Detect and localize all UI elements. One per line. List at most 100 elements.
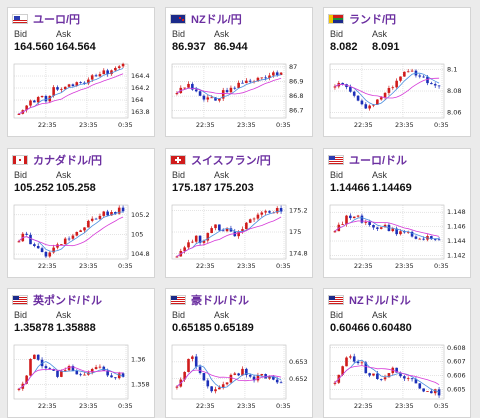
card-header: スイスフラン/円 — [170, 153, 271, 167]
candle-body — [117, 207, 121, 214]
y-tick-label: 8.1 — [447, 65, 457, 73]
candle-body — [376, 99, 379, 105]
x-tick-label: 23:35 — [395, 262, 414, 270]
ask-value: 86.944 — [214, 41, 248, 53]
candle-body — [67, 238, 71, 240]
eu-flag — [12, 14, 28, 24]
rate-card[interactable]: NZドル/ドル Bid Ask 0.60466 0.60480 0.608 0.607 0.6… — [323, 288, 471, 418]
candle-body — [406, 231, 410, 233]
candle-body — [110, 375, 113, 378]
ma-long-line — [176, 77, 282, 95]
candle-body — [341, 366, 344, 375]
candle-body — [406, 378, 410, 380]
ask-value: 175.203 — [214, 182, 254, 194]
rate-card[interactable]: スイスフラン/円 Bid Ask 175.187 175.203 175.2 175 174.… — [165, 148, 313, 278]
plot-frame — [13, 344, 129, 400]
candle-body — [229, 374, 233, 383]
candle-body — [117, 66, 121, 68]
candle-body — [221, 90, 225, 99]
candle-body — [187, 83, 190, 88]
candle-body — [426, 76, 429, 84]
candle-body — [245, 222, 248, 230]
y-tick-label: 175.2 — [289, 206, 308, 214]
candle-body — [356, 95, 360, 101]
candle-body — [356, 215, 360, 217]
y-tick-label: 164 — [131, 96, 143, 104]
pair-name[interactable]: ランド/円 — [349, 14, 397, 26]
rate-chart[interactable]: 1.36 1.358 22:35 23:35 0:35 — [10, 341, 152, 417]
rate-card[interactable]: カナダドル/円 Bid Ask 105.252 105.258 105.2 105 104.8… — [7, 148, 155, 278]
rate-chart[interactable]: 164.4 164.2 164 163.8 22:35 23:35 0:35 — [10, 60, 152, 136]
candle-body — [268, 75, 271, 78]
candle-body — [191, 83, 194, 90]
rate-chart[interactable]: 175.2 175 174.8 22:35 23:35 0:35 — [168, 201, 310, 277]
x-tick-label: 23:35 — [79, 262, 98, 270]
rate-chart[interactable]: 105.2 105 104.8 22:35 23:35 0:35 — [10, 201, 152, 277]
candle-body — [260, 374, 264, 376]
candle-body — [256, 375, 260, 381]
candle-body — [60, 371, 63, 377]
candle-body — [364, 362, 368, 374]
candle-body — [98, 74, 102, 77]
bid-value: 1.14466 — [330, 182, 370, 194]
pair-name[interactable]: ユーロ/円 — [33, 14, 81, 26]
rate-card[interactable]: 英ポンド/ドル Bid Ask 1.35878 1.35888 1.36 1.358 22:3… — [7, 288, 155, 418]
candle-body — [71, 235, 75, 239]
pair-name[interactable]: カナダドル/円 — [33, 155, 103, 167]
rate-chart[interactable]: 8.1 8.08 8.06 22:35 23:35 0:35 — [326, 60, 468, 136]
candle-body — [379, 97, 383, 100]
candle-body — [202, 373, 206, 381]
pair-name[interactable]: ユーロ/ドル — [349, 155, 408, 167]
y-tick-label: 0.653 — [289, 358, 308, 366]
candle-body — [272, 376, 275, 380]
pair-name[interactable]: 英ポンド/ドル — [33, 295, 103, 307]
pair-name[interactable]: NZドル/ドル — [349, 295, 411, 307]
candle-body — [430, 236, 433, 240]
candle-body — [272, 72, 275, 76]
bid-value: 105.252 — [14, 182, 54, 194]
ma-short-line — [18, 361, 124, 390]
candle-body — [33, 244, 36, 246]
candle-body — [395, 80, 398, 88]
candle-body — [79, 230, 82, 232]
y-tick-label: 86.7 — [289, 107, 303, 115]
rate-chart[interactable]: 0.653 0.652 22:35 23:35 0:35 — [168, 341, 310, 417]
rate-chart[interactable]: 1.148 1.146 1.144 1.142 22:35 23:35 0:35 — [326, 201, 468, 277]
candle-body — [52, 247, 55, 253]
candle-body — [376, 373, 379, 380]
ask-label: Ask — [56, 310, 72, 320]
candle-body — [48, 368, 52, 370]
bid-label: Bid — [172, 29, 186, 39]
candle-body — [106, 70, 109, 75]
pair-name[interactable]: NZドル/円 — [191, 14, 242, 26]
x-tick-label: 22:35 — [196, 262, 215, 270]
rate-card[interactable]: 豪ドル/ドル Bid Ask 0.65185 0.65189 0.653 0.652 22:3… — [165, 288, 313, 418]
card-header: NZドル/円 — [170, 12, 242, 26]
ma-short-line — [176, 210, 282, 257]
rate-card[interactable]: ランド/円 Bid Ask 8.082 8.091 8.1 8.08 8.06 22:35 23:… — [323, 7, 471, 137]
candle-body — [44, 95, 48, 102]
candle-body — [237, 82, 240, 88]
x-tick-label: 0:35 — [434, 121, 449, 129]
nz-flag — [170, 14, 186, 24]
x-tick-label: 22:35 — [38, 121, 57, 129]
rate-chart[interactable]: 87 86.9 86.8 86.7 22:35 23:35 0:35 — [168, 60, 310, 136]
y-tick-label: 105.2 — [131, 211, 150, 219]
bid-label: Bid — [14, 29, 28, 39]
rate-card[interactable]: ユーロ/ドル Bid Ask 1.14466 1.14469 1.148 1.146 1.14… — [323, 148, 471, 278]
pair-name[interactable]: 豪ドル/ドル — [191, 295, 250, 307]
rate-chart[interactable]: 0.608 0.607 0.606 0.605 22:35 23:35 0:35 — [326, 341, 468, 417]
plot-frame — [329, 204, 445, 260]
x-tick-label: 23:35 — [237, 402, 256, 410]
card-header: 豪ドル/ドル — [170, 293, 249, 307]
nz-us-flag — [328, 295, 344, 305]
rate-card[interactable]: NZドル/円 Bid Ask 86.937 86.944 87 86.9 86.8 86.7 22… — [165, 7, 313, 137]
pair-name[interactable]: スイスフラン/円 — [191, 155, 271, 167]
candle-body — [341, 224, 344, 226]
candle-body — [349, 215, 352, 219]
candle-body — [194, 89, 198, 92]
x-tick-label: 23:35 — [79, 121, 98, 129]
rate-card[interactable]: ユーロ/円 Bid Ask 164.560 164.564 164.4 164.2 164 16… — [7, 7, 155, 137]
candle-body — [106, 211, 109, 216]
plot-frame — [13, 204, 129, 260]
